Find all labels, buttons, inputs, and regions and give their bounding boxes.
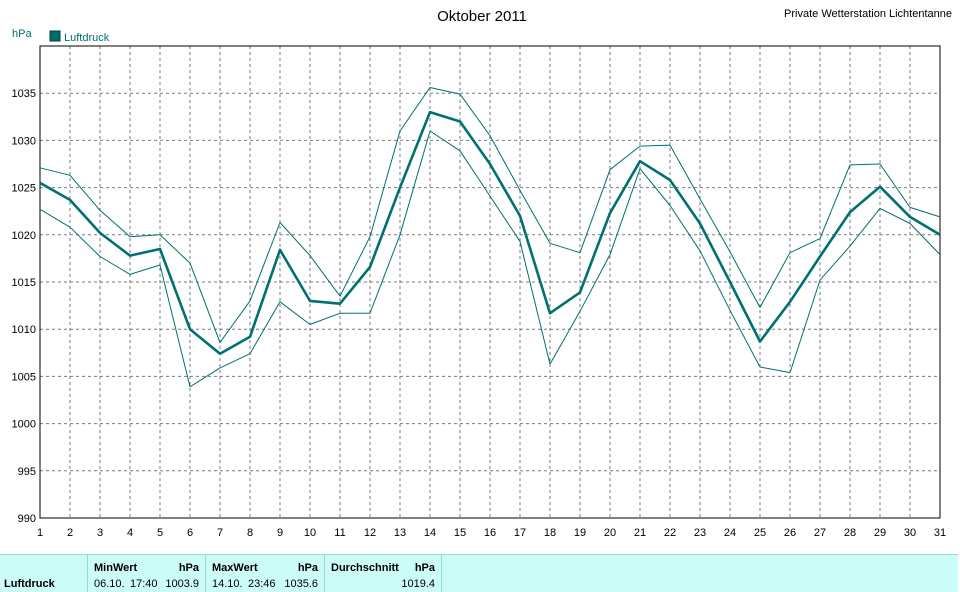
x-tick-label: 10: [304, 527, 316, 539]
min-time: 17:40: [130, 578, 158, 590]
x-tick-label: 25: [754, 527, 766, 539]
x-tick-label: 11: [334, 527, 345, 539]
pressure-chart: Oktober 2011 Private Wetterstation Licht…: [12, 8, 952, 539]
x-tick-label: 2: [67, 527, 73, 539]
series-layer: [39, 87, 941, 388]
max-header: MaxWert: [212, 562, 258, 574]
y-tick-label: 995: [18, 466, 36, 478]
max-unit: hPa: [297, 562, 318, 574]
x-tick-label: 15: [454, 527, 466, 539]
series-line-lower: [39, 130, 941, 388]
x-tick-label: 30: [904, 527, 916, 539]
stats-avg-cell: Durchschnitt hPa 1019.4: [325, 555, 442, 592]
y-tick-label: 1010: [12, 324, 36, 336]
x-tick-label: 18: [544, 527, 556, 539]
chart-title: Oktober 2011: [437, 8, 527, 25]
x-tick-label: 20: [604, 527, 616, 539]
y-tick-label: 1015: [12, 277, 36, 289]
x-tick-label: 16: [484, 527, 496, 539]
legend-label: Luftdruck: [64, 32, 110, 44]
x-tick-label: 31: [934, 527, 946, 539]
max-value: 1035.6: [284, 578, 318, 590]
stats-row-label: Luftdruck: [4, 578, 55, 590]
series-line-luftdruck: [39, 110, 941, 356]
x-tick-label: 21: [634, 527, 646, 539]
avg-header: Durchschnitt: [331, 562, 399, 574]
x-tick-label: 24: [724, 527, 736, 539]
x-tick-label: 7: [217, 527, 223, 539]
grid-lines: [39, 45, 941, 519]
x-tick-label: 22: [664, 527, 676, 539]
x-tick-label: 17: [514, 527, 526, 539]
x-tick-label: 26: [784, 527, 796, 539]
x-tick-label: 5: [157, 527, 163, 539]
x-tick-label: 9: [277, 527, 283, 539]
x-tick-label: 13: [394, 527, 406, 539]
y-tick-label: 1030: [12, 135, 36, 147]
avg-unit: hPa: [414, 562, 435, 574]
series-line-upper: [39, 87, 941, 343]
x-tick-labels: 1 2 3 4 5 6 7 8 9 10 11 12 13 14 15 16 17 18 19 20 21 22 23 24 2…: [37, 527, 946, 539]
min-unit: hPa: [178, 562, 199, 574]
y-tick-label: 1005: [12, 371, 36, 383]
y-tick-label: 1000: [12, 419, 36, 431]
x-tick-label: 3: [97, 527, 103, 539]
stats-min-cell: MinWert hPa 06.10. 17:40 1003.9: [88, 555, 206, 592]
x-tick-label: 27: [814, 527, 826, 539]
min-value: 1003.9: [165, 578, 199, 590]
x-tick-label: 8: [247, 527, 253, 539]
plot-frame: [39, 45, 941, 519]
y-tick-label: 990: [18, 513, 36, 525]
max-date: 14.10.: [212, 578, 243, 590]
y-axis-unit: hPa: [12, 28, 32, 40]
y-tick-label: 1025: [12, 183, 36, 195]
min-header: MinWert: [94, 562, 138, 574]
min-date: 06.10.: [94, 578, 125, 590]
avg-value: 1019.4: [401, 578, 435, 590]
x-tick-label: 28: [844, 527, 856, 539]
y-tick-labels: 990 995 1000 1005 1010 1015 1020 1025 1030 1035: [12, 88, 36, 525]
stats-max-cell: MaxWert hPa 14.10. 23:46 1035.6: [206, 555, 325, 592]
stats-bar: Luftdruck MinWert hPa 06.10. 17:40 1003.…: [0, 554, 958, 592]
x-tick-label: 29: [874, 527, 886, 539]
x-tick-label: 1: [37, 527, 43, 539]
x-tick-label: 14: [424, 527, 436, 539]
legend-swatch: [49, 30, 61, 42]
x-tick-label: 19: [574, 527, 586, 539]
x-tick-label: 23: [694, 527, 706, 539]
stats-row-label-cell: Luftdruck: [0, 555, 88, 592]
station-name: Private Wetterstation Lichtentanne: [784, 8, 952, 20]
x-tick-label: 4: [127, 527, 133, 539]
x-tick-label: 12: [364, 527, 376, 539]
y-tick-label: 1020: [12, 230, 36, 242]
x-tick-label: 6: [187, 527, 193, 539]
max-time: 23:46: [248, 578, 276, 590]
y-tick-label: 1035: [12, 88, 36, 100]
